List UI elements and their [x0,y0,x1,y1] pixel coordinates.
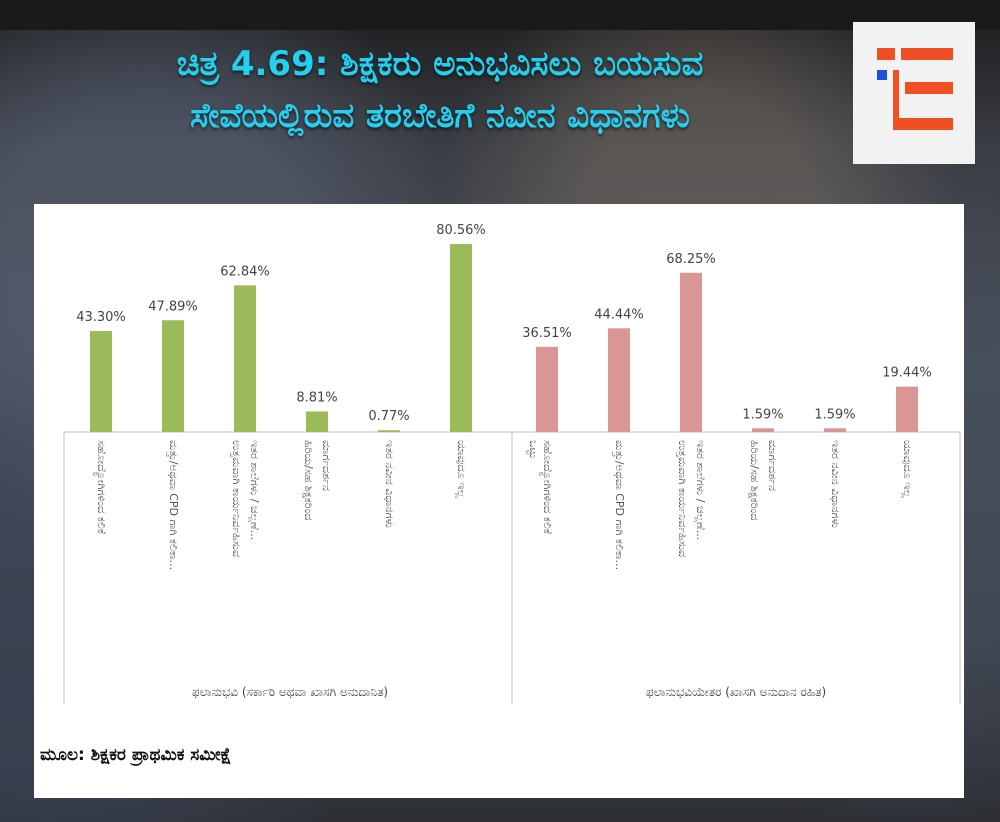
source-note: ಮೂಲ: ಶಿಕ್ಷಕರ ಪ್ರಾಥಮಿಕ ಸಮೀಕ್ಷೆ [40,745,232,765]
data-label-g1-6: 80.56% [436,223,486,238]
data-label-g2-5: 1.59% [814,407,855,422]
logo-stem [893,70,899,130]
logo-bar-bottom [893,118,953,130]
data-label-g2-1: 36.51% [522,326,572,341]
top-band [0,0,1000,30]
page-title: ಚಿತ್ರ 4.69: ಶಿಕ್ಷಕರು ಅನುಭವಿಸಲು ಬಯಸುವ ಸೇವ… [60,38,820,142]
category-label-g2-4-line2: ಮಾರ್ಗದರ್ಶನ [766,440,779,491]
bar-g1-5 [378,430,400,432]
category-label-g2-6: ಯಾವುದೂ ಇಲ್ಲ [900,440,914,499]
bar-g2-4 [752,428,774,432]
bar-g2-5 [824,428,846,432]
group-label-1: ಫಲಾನುಭವಿ (ಸರ್ಕಾರಿ ಅಥವಾ ಖಾಸಗಿ ಅನುದಾನಿತ) [192,685,388,699]
bar-g1-3 [234,285,256,432]
logo-bar-top [901,48,953,60]
data-label-g2-4: 1.59% [742,407,783,422]
category-label-g1-2: ಮತ್ತು/ಅಥವಾ CPD ಗಾಗಿ ಕಲಿಕಾ... [167,440,180,570]
data-label-g1-3: 62.84% [220,264,270,279]
category-label-g2-4-line1: ಹಿರಿಯ/ಸಹ ಶಿಕ್ಷಕರಿಂದ [748,440,761,521]
bar-g1-2 [162,320,184,432]
brand-logo-icon [877,48,953,130]
data-label-g1-5: 0.77% [368,409,409,424]
brand-logo [853,22,975,164]
data-label-g2-3: 68.25% [666,252,716,267]
bar-chart: 43.30% 47.89% 62.84% 8.81% 0.77% 80.56% ಸಹೋದ್ಯ… [63,223,986,704]
category-label-g2-1: ಸಹೋದ್ಯೋಗಿಗಳಿಂದ ಕಲಿಕೆ [540,440,554,535]
category-label-g2-3-line2: ಇತರ ಶಾಲೆಗಳು / ಚಲ್ಲಣೆ... [693,440,707,540]
logo-bar-middle [905,82,953,94]
logo-bar-top-left [877,48,895,60]
category-label-g2-3-line1: ಉತ್ತಮವಾಗಿ ಕಾರ್ಯನಿರ್ವಹಿಸುವ [676,440,689,557]
data-label-g1-4: 8.81% [296,390,337,405]
bar-g2-3 [680,272,702,432]
bar-g1-4 [306,411,328,432]
group-label-2: ಫಲಾನುಭವಿಯೇತರ (ಖಾಸಗಿ ಅನುದಾನ ರಹಿತ) [646,685,826,699]
category-label-g1-1: ಸಹೋದ್ಯೋಗಿಗಳಿಂದ ಕಲಿಕೆ [94,440,108,535]
bar-g2-6 [896,386,918,432]
category-label-g1-3-line1: ಉತ್ತಮವಾಗಿ ಕಾರ್ಯನಿರ್ವಹಿಸುವ [230,440,243,557]
data-label-g1-1: 43.30% [76,310,126,325]
bar-g2-1 [536,346,558,432]
chart-panel: 43.30% 47.89% 62.84% 8.81% 0.77% 80.56% ಸಹೋದ್ಯ… [34,204,986,798]
bar-g1-1 [90,330,112,432]
bar-g2-2 [608,328,630,432]
data-label-g2-6: 19.44% [882,366,932,381]
category-label-g1-5: ಇತರ ನವೀನ ವಿಧಾನಗಳು [383,440,396,528]
category-label-g2-2: ಮತ್ತು/ಅಥವಾ CPD ಗಾಗಿ ಕಲಿಕಾ... [613,440,626,570]
title-line-2: ಸೇವೆಯಲ್ಲಿರುವ ತರಬೇತಿಗೆ ನವೀನ ವಿಧಾನಗಳು [190,96,690,136]
bar-g1-6 [450,244,472,432]
category-label-g1-4-line2: ಮಾರ್ಗದರ್ಶನ [320,440,333,491]
category-label-g1-6: ಯಾವುದೂ ಇಲ್ಲ [454,440,468,499]
title-line-1: ಚಿತ್ರ 4.69: ಶಿಕ್ಷಕರು ಅನುಭವಿಸಲು ಬಯಸುವ [176,44,704,84]
logo-blue-square [877,70,887,80]
category-label-g1-7: ಒಟ್ಟು [527,440,540,459]
data-label-g1-2: 47.89% [148,299,198,314]
category-label-g1-4-line1: ಹಿರಿಯ/ಸಹ ಶಿಕ್ಷಕರಿಂದ [302,440,315,521]
category-label-g1-3-line2: ಇತರ ಶಾಲೆಗಳು / ಚಲ್ಲಣೆ... [247,440,261,540]
category-label-g2-5: ಇತರ ನವೀನ ವಿಧಾನಗಳು [829,440,842,528]
data-label-g2-2: 44.44% [594,307,644,322]
